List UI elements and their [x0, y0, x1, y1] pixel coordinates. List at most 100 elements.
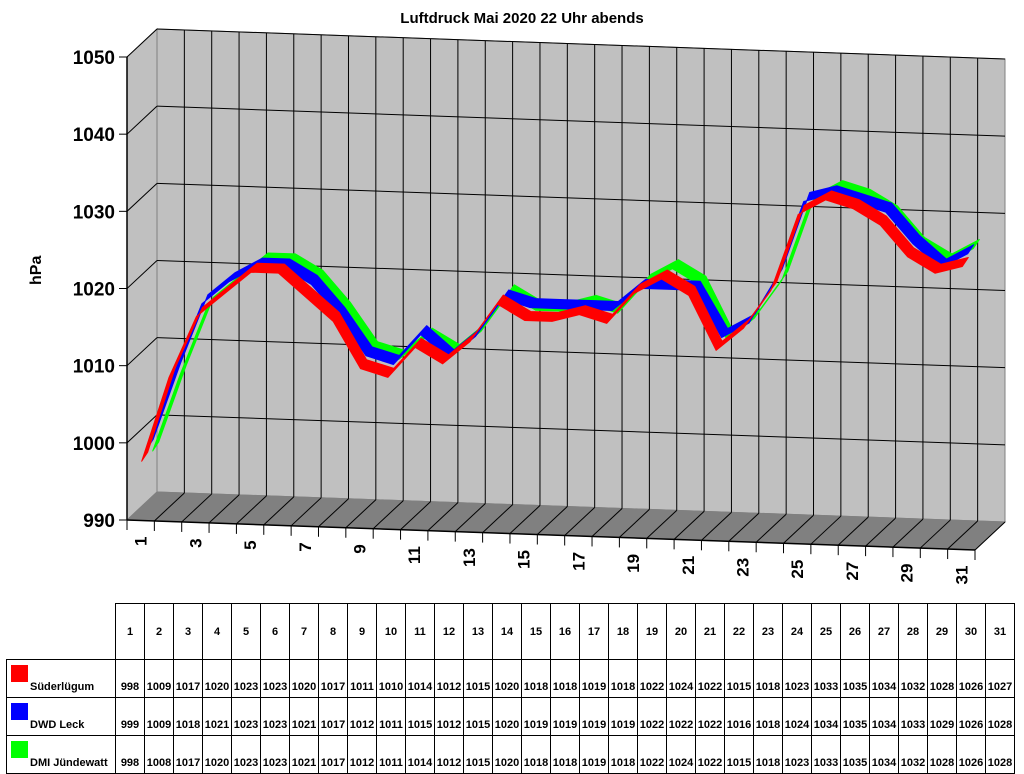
y-tick-label: 1000: [73, 434, 115, 455]
gridline-side: [126, 28, 158, 58]
column-header: 10: [376, 603, 406, 660]
gridline-floor: [755, 513, 787, 543]
table-cell: 1023: [260, 697, 290, 736]
x-tick-label: 23: [733, 558, 752, 577]
y-tick-label: 990: [83, 511, 115, 532]
table-cell: 1023: [782, 659, 812, 698]
table-cell: 1019: [579, 659, 609, 698]
table-cell: 1015: [463, 659, 493, 698]
table-cell: 1012: [347, 697, 377, 736]
column-header: 5: [231, 603, 261, 660]
legend-entry: Süderlügum: [6, 659, 116, 698]
gridline-floor: [181, 493, 213, 523]
column-header: 12: [434, 603, 464, 660]
table-cell: 1018: [608, 659, 638, 698]
table-cell: 1015: [463, 697, 493, 736]
table-cell: 1024: [782, 697, 812, 736]
x-tick-label: 13: [460, 548, 479, 567]
gridline-floor: [345, 499, 377, 529]
column-header: 18: [608, 603, 638, 660]
x-tick-label: 9: [351, 544, 370, 553]
gridline-horizontal: [156, 337, 1006, 369]
column-header: 9: [347, 603, 377, 660]
gridline-floor: [673, 510, 705, 540]
table-cell: 1033: [811, 659, 841, 698]
table-cell: 1023: [260, 659, 290, 698]
gridline-floor: [454, 503, 486, 532]
y-tick-label: 1050: [73, 48, 115, 69]
table-cell: 1020: [492, 659, 522, 698]
legend-label: Süderlügum: [30, 681, 95, 693]
column-header: 23: [753, 603, 783, 660]
y-tick-label: 1020: [73, 280, 115, 301]
gridline-floor: [154, 492, 185, 522]
table-header-row: 1 2 3 4 5 6 7 8 9 10 11 12 13 14 15 16 17 18 19 20 21 22 23 24 2…: [7, 603, 1015, 660]
x-tick-label: 5: [241, 540, 260, 549]
table-cell: 1028: [985, 697, 1015, 736]
table-row: DWD Leck 999 1009 1018 1021 1023 1023 1021 1017 1…: [6, 697, 1015, 736]
column-header: 2: [144, 603, 174, 660]
table-cell: 1011: [347, 659, 377, 698]
gridline-side: [126, 414, 158, 444]
table-cell: 1022: [695, 697, 725, 736]
table-cell: 1017: [318, 697, 348, 736]
legend-swatch: [11, 703, 28, 720]
gridline-side: [126, 260, 158, 289]
gridline-floor: [372, 500, 404, 530]
table-cell: 1035: [840, 659, 870, 698]
column-header: 16: [550, 603, 580, 660]
table-cell: 999: [115, 697, 145, 736]
table-cell: 1033: [898, 697, 928, 736]
table-cell: 1022: [695, 659, 725, 698]
table-cell: 1021: [202, 697, 232, 736]
column-header: 27: [869, 603, 899, 660]
gridline-floor: [865, 517, 896, 547]
table-cell: 1020: [289, 659, 319, 698]
table-cell: 1017: [318, 659, 348, 698]
table-cell: 1018: [753, 659, 783, 698]
gridline-floor: [919, 519, 951, 549]
gridline-floor: [728, 512, 760, 542]
gridline-floor: [810, 515, 842, 545]
table-cell: 1022: [666, 697, 696, 736]
chart-title: Luftdruck Mai 2020 22 Uhr abends: [400, 10, 644, 27]
gridline-floor: [482, 504, 513, 533]
table-cell: 1012: [434, 697, 464, 736]
gridline-side: [126, 337, 158, 367]
table-cell: 1015: [405, 697, 435, 736]
gridline-horizontal: [156, 414, 1006, 446]
series-ribbon-dwd-leck: [146, 185, 975, 449]
table-cell: 1011: [376, 697, 406, 736]
column-header: 25: [811, 603, 841, 660]
table-cell: 1018: [550, 659, 580, 698]
gridline-horizontal: [156, 105, 1006, 137]
data-table: 1 2 3 4 5 6 7 8 9 10 11 12 13 14 15 16 17 18 19 20 21 22 23 24 2…: [6, 603, 1015, 774]
gridline-floor: [837, 516, 869, 546]
column-header: 13: [463, 603, 493, 660]
legend-label: DWD Leck: [30, 719, 85, 731]
x-axis-line: [126, 519, 976, 551]
table-cell: 1022: [637, 659, 667, 698]
gridline-floor: [591, 508, 623, 537]
table-cell: 1023: [231, 659, 261, 698]
column-header: 21: [695, 603, 725, 660]
table-cell: 1018: [173, 697, 203, 736]
column-header: 17: [579, 603, 609, 660]
x-tick-label: 31: [952, 566, 971, 585]
x-tick-label: 3: [186, 538, 205, 547]
x-tick-label: 17: [569, 552, 588, 571]
y-tick-label: 1030: [73, 202, 115, 223]
table-cell: 1024: [666, 659, 696, 698]
table-cell: 1023: [231, 697, 261, 736]
gridline-floor: [619, 509, 650, 538]
series-ribbon-s-derl-gum: [141, 190, 969, 462]
x-tick-label: 27: [843, 562, 862, 581]
table-cell: 1034: [869, 697, 899, 736]
column-header: 20: [666, 603, 696, 660]
table-cell: 1012: [434, 659, 464, 698]
table-cell: 1026: [956, 697, 986, 736]
x-tick-label: 15: [515, 550, 534, 569]
table-cell: 1026: [956, 659, 986, 698]
gridline-floor: [564, 507, 596, 536]
y-tick-label: 1040: [73, 125, 115, 146]
